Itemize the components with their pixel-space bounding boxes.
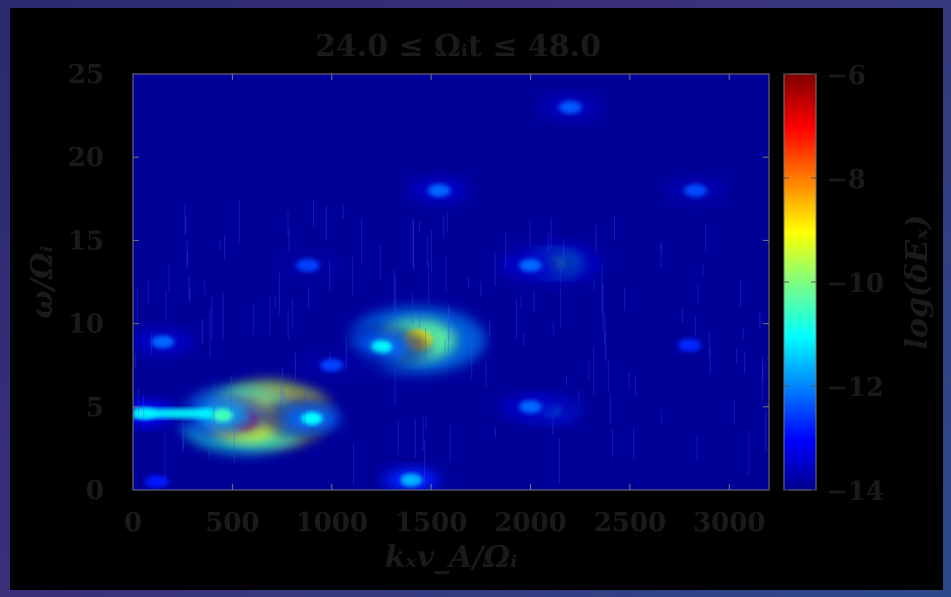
colorbar-tick-label: −6 — [826, 61, 866, 91]
y-tick-label: 15 — [68, 226, 104, 256]
spectral-peak — [477, 386, 584, 428]
spectral-peak — [641, 169, 750, 212]
colorbar-tick-label: −12 — [826, 373, 884, 403]
plot-frame — [132, 73, 770, 491]
spectral-peak — [277, 344, 386, 387]
spectral-peak — [385, 169, 493, 212]
x-axis-label: kₓv_A/Ωᵢ — [385, 540, 518, 575]
spectral-peak — [262, 397, 362, 440]
x-tick-label: 2500 — [594, 508, 666, 538]
x-tick-label: 1500 — [395, 508, 467, 538]
y-tick-label: 10 — [68, 310, 104, 340]
x-tick-label: 0 — [124, 508, 142, 538]
x-tick-label: 500 — [205, 508, 259, 538]
y-tick-label: 20 — [68, 143, 104, 173]
spectral-peak — [253, 244, 362, 287]
x-tick-label: 2000 — [494, 508, 566, 538]
spectral-peak — [516, 86, 624, 129]
x-tick-label: 1000 — [296, 508, 368, 538]
spectral-peak — [133, 321, 216, 363]
chart-title: 24.0 ≤ Ωᵢt ≤ 48.0 — [315, 29, 601, 64]
x-tick-label: 3000 — [693, 508, 765, 538]
colorbar-tick-label: −14 — [826, 477, 884, 507]
spectral-peak — [634, 324, 745, 367]
colorbar-tick-label: −8 — [826, 165, 866, 195]
colorbar-label: log(δEₓ) — [900, 215, 935, 350]
spectral-peak — [360, 459, 463, 490]
y-axis-label: ω/Ωᵢ — [25, 245, 60, 318]
y-tick-label: 25 — [68, 60, 104, 90]
y-tick-label: 0 — [86, 476, 104, 506]
low-k-band — [133, 408, 213, 419]
spectral-peak — [477, 244, 584, 287]
colorbar-tick-label: −10 — [826, 269, 884, 299]
spectral-peak — [133, 460, 212, 490]
y-tick-label: 5 — [86, 393, 104, 423]
